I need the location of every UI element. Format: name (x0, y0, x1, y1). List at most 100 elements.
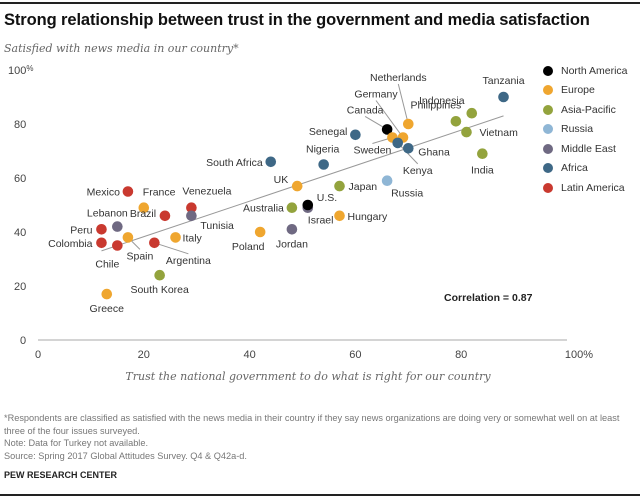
point-hungary (334, 210, 345, 222)
label-chile: Chile (95, 259, 119, 271)
y-tick-label: 80 (14, 119, 26, 131)
point-senegal (350, 129, 361, 141)
correlation-label: Correlation = 0.87 (444, 292, 533, 304)
point-peru (96, 224, 107, 235)
x-tick-label: 100% (565, 349, 593, 361)
label-south-africa: South Africa (206, 157, 263, 169)
point-ghana (403, 143, 414, 154)
legend-swatch (543, 124, 553, 135)
x-tick-label: 60 (349, 349, 361, 361)
point-tanzania (498, 91, 509, 103)
label-tanzania: Tanzania (483, 75, 525, 87)
label-mexico: Mexico (87, 187, 120, 199)
label-israel: Israel (308, 215, 334, 227)
label-jordan: Jordan (276, 238, 308, 250)
label-russia: Russia (391, 188, 423, 200)
point-lebanon (112, 221, 123, 232)
label-argentina: Argentina (166, 255, 211, 267)
label-philippines: Philippines (411, 99, 462, 111)
point-greece (101, 288, 113, 300)
point-nigeria (318, 159, 329, 170)
x-axis-label-text: Trust the national government to do what… (125, 370, 491, 383)
point-canada (381, 124, 393, 135)
leader-line (154, 242, 189, 255)
legend-swatch (543, 65, 553, 76)
x-tick-label: 80 (455, 349, 467, 361)
point-japan (334, 180, 345, 192)
legend-label: Latin America (561, 181, 625, 194)
footnotes: *Respondents are classified as satisfied… (4, 412, 636, 462)
footnote-note: Note: Data for Turkey not available. (4, 438, 149, 449)
point-australia (286, 202, 298, 213)
legend-item: Latin America (543, 178, 628, 198)
x-tick-label: 0 (35, 349, 41, 361)
label-south-korea: South Korea (130, 284, 189, 296)
leader-line (375, 100, 404, 138)
y-tick-label: 60 (14, 173, 26, 185)
label-u-s: U.S. (317, 192, 337, 204)
label-peru: Peru (70, 224, 92, 236)
point-kenya (392, 137, 404, 149)
legend-swatch (543, 104, 553, 115)
point-india (477, 148, 488, 159)
legend-item: Middle East (543, 139, 628, 159)
point-indonesia (466, 107, 478, 119)
point-tunisia (186, 210, 197, 222)
label-france: France (143, 187, 176, 199)
bottom-rule (0, 494, 640, 496)
label-uk: UK (274, 174, 289, 186)
legend-item: North America (543, 61, 628, 81)
label-australia: Australia (243, 203, 284, 215)
label-kenya: Kenya (403, 165, 433, 177)
point-u-s (302, 199, 314, 211)
point-colombia (96, 237, 107, 249)
point-south-africa (265, 156, 277, 168)
label-venezuela: Venezuela (182, 186, 231, 198)
label-canada: Canada (347, 104, 384, 116)
point-netherlands (403, 118, 414, 130)
label-spain: Spain (127, 250, 154, 262)
legend-label: Middle East (561, 142, 616, 155)
legend-swatch (543, 163, 553, 174)
point-vietnam (461, 126, 472, 138)
scatter-plot: 0 20 40 60 80 100% 0 20 40 60 80 100% Greece South … (8, 64, 593, 361)
y-tick-label: 0 (20, 335, 26, 347)
y-axis-label: Satisfied with news media in our country… (4, 42, 239, 55)
x-tick-label: 20 (138, 349, 150, 361)
label-poland: Poland (232, 241, 265, 253)
y-tick-label: 20 (14, 281, 26, 293)
label-senegal: Senegal (309, 126, 348, 138)
label-nigeria: Nigeria (306, 144, 339, 156)
point-uk (291, 180, 303, 192)
legend-item: Russia (543, 120, 628, 140)
label-colombia: Colombia (48, 238, 93, 250)
point-italy (170, 232, 181, 243)
chart-title: Strong relationship between trust in the… (4, 11, 590, 29)
point-brazil (159, 210, 171, 222)
footnote-definition: *Respondents are classified as satisfied… (4, 413, 620, 436)
x-axis-label: Trust the national government to do what… (0, 370, 640, 383)
label-vietnam: Vietnam (479, 127, 518, 139)
label-sweden: Sweden (353, 145, 391, 157)
point-south-korea (154, 269, 165, 281)
footnote-source: Source: Spring 2017 Global Attitudes Sur… (4, 450, 247, 461)
legend-swatch (543, 182, 553, 193)
point-russia (381, 175, 393, 186)
label-india: India (471, 165, 494, 177)
label-lebanon: Lebanon (87, 208, 128, 220)
point-chile (112, 240, 123, 251)
top-rule (0, 2, 640, 4)
legend-swatch (543, 85, 553, 96)
label-greece: Greece (90, 303, 125, 315)
label-indonesia: Indonesia (419, 95, 465, 107)
point-argentina (149, 237, 160, 249)
label-hungary: Hungary (348, 211, 388, 223)
point-spain (122, 232, 134, 243)
label-japan: Japan (349, 181, 378, 193)
point-poland (254, 226, 266, 238)
point-venezuela (186, 202, 197, 213)
point-jordan (286, 224, 298, 235)
leader-line (397, 83, 409, 125)
y-tick-label: 100% (8, 64, 33, 77)
point-france (138, 202, 150, 213)
